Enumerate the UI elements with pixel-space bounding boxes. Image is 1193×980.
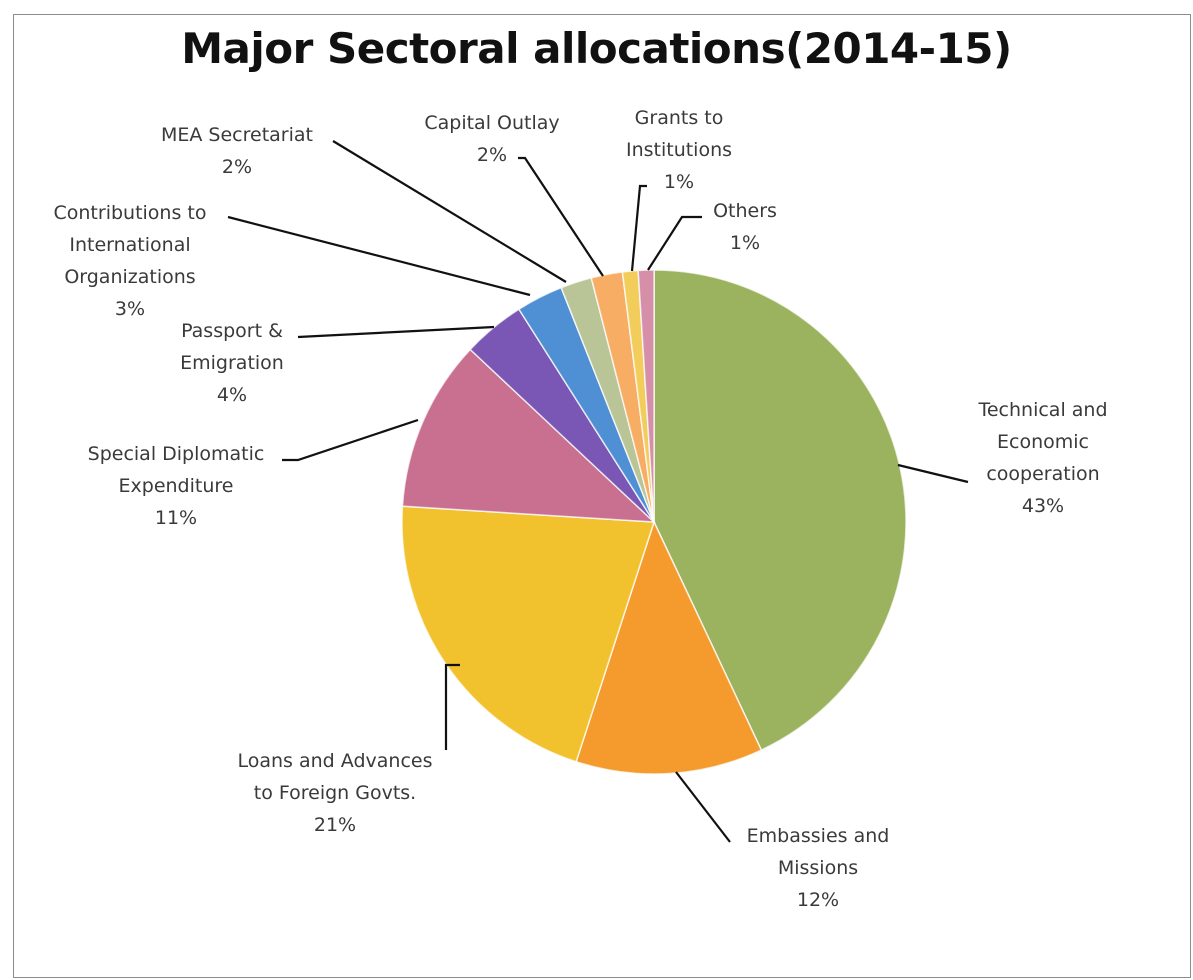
slice-percent-label-1: 12%: [797, 889, 839, 911]
slice-label-0-line-1: Economic: [997, 431, 1089, 453]
slice-percent-label-9: 1%: [730, 232, 760, 254]
slice-label-3-line-1: Expenditure: [119, 475, 234, 497]
slice-labels: Technical and Economic cooperation 43% Embas…: [54, 107, 1108, 911]
slice-label-2-line-1: to Foreign Govts.: [254, 782, 416, 804]
slice-percent-label-2: 21%: [314, 814, 356, 836]
slice-label-7-line-0: Capital Outlay: [424, 112, 559, 134]
slice-label-6-line-0: MEA Secretariat: [161, 124, 313, 146]
slice-percent-label-3: 11%: [155, 507, 197, 529]
leader-line-8: [630, 184, 647, 272]
leader-line-9: [647, 215, 702, 271]
slice-percent-label-4: 4%: [217, 384, 247, 406]
pie-slice-shade-2: [402, 506, 654, 762]
leader-line-2: [444, 663, 460, 750]
leader-line-6: [332, 140, 567, 283]
pie-slice-shade-0: [654, 270, 907, 751]
leader-line-1: [675, 771, 731, 843]
pie-slice-shade-9: [638, 270, 654, 522]
slice-label-0-line-2: cooperation: [986, 463, 1099, 485]
chart-title: Major Sectoral allocations(2014-15): [181, 24, 1012, 73]
slice-label-8-line-0: Grants to: [635, 107, 724, 129]
leader-line-5: [227, 215, 531, 297]
slice-label-9-line-0: Others: [713, 200, 777, 222]
slice-label-2-line-0: Loans and Advances: [238, 750, 433, 772]
slice-percent-label-0: 43%: [1022, 495, 1064, 517]
slice-label-4-line-1: Emigration: [180, 352, 284, 374]
slice-percent-label-7: 2%: [477, 144, 507, 166]
leader-line-7: [518, 156, 604, 277]
pie-slice-shade-5: [518, 287, 654, 522]
slice-label-0-line-0: Technical and: [977, 399, 1107, 421]
slice-percent-label-5: 3%: [115, 298, 145, 320]
leader-line-0: [897, 463, 969, 484]
slice-label-5-line-0: Contributions to: [54, 202, 207, 224]
pie-slice-shade-7: [591, 271, 654, 522]
slice-label-5-line-1: International: [69, 234, 190, 256]
leader-line-4: [297, 325, 495, 339]
slice-label-8-line-1: Institutions: [626, 139, 732, 161]
slice-label-3-line-0: Special Diplomatic: [88, 443, 265, 465]
slice-label-4-line-0: Passport &: [181, 320, 283, 342]
slice-percent-label-8: 1%: [664, 171, 694, 193]
slice-label-5-line-2: Organizations: [64, 266, 195, 288]
pie-slice-shade-8: [622, 270, 654, 522]
pie-slice-shade-3: [402, 349, 654, 522]
pie-slice-shade-1: [576, 522, 762, 775]
leader-lines: [227, 140, 969, 843]
slice-percent-label-6: 2%: [222, 156, 252, 178]
leader-line-3: [282, 418, 419, 462]
slice-label-1-line-0: Embassies and: [747, 825, 890, 847]
pie-slices: [401, 269, 907, 775]
slice-label-1-line-1: Missions: [778, 857, 858, 879]
pie-slice-shade-4: [470, 309, 654, 522]
pie-slice-shade-6: [561, 277, 654, 522]
